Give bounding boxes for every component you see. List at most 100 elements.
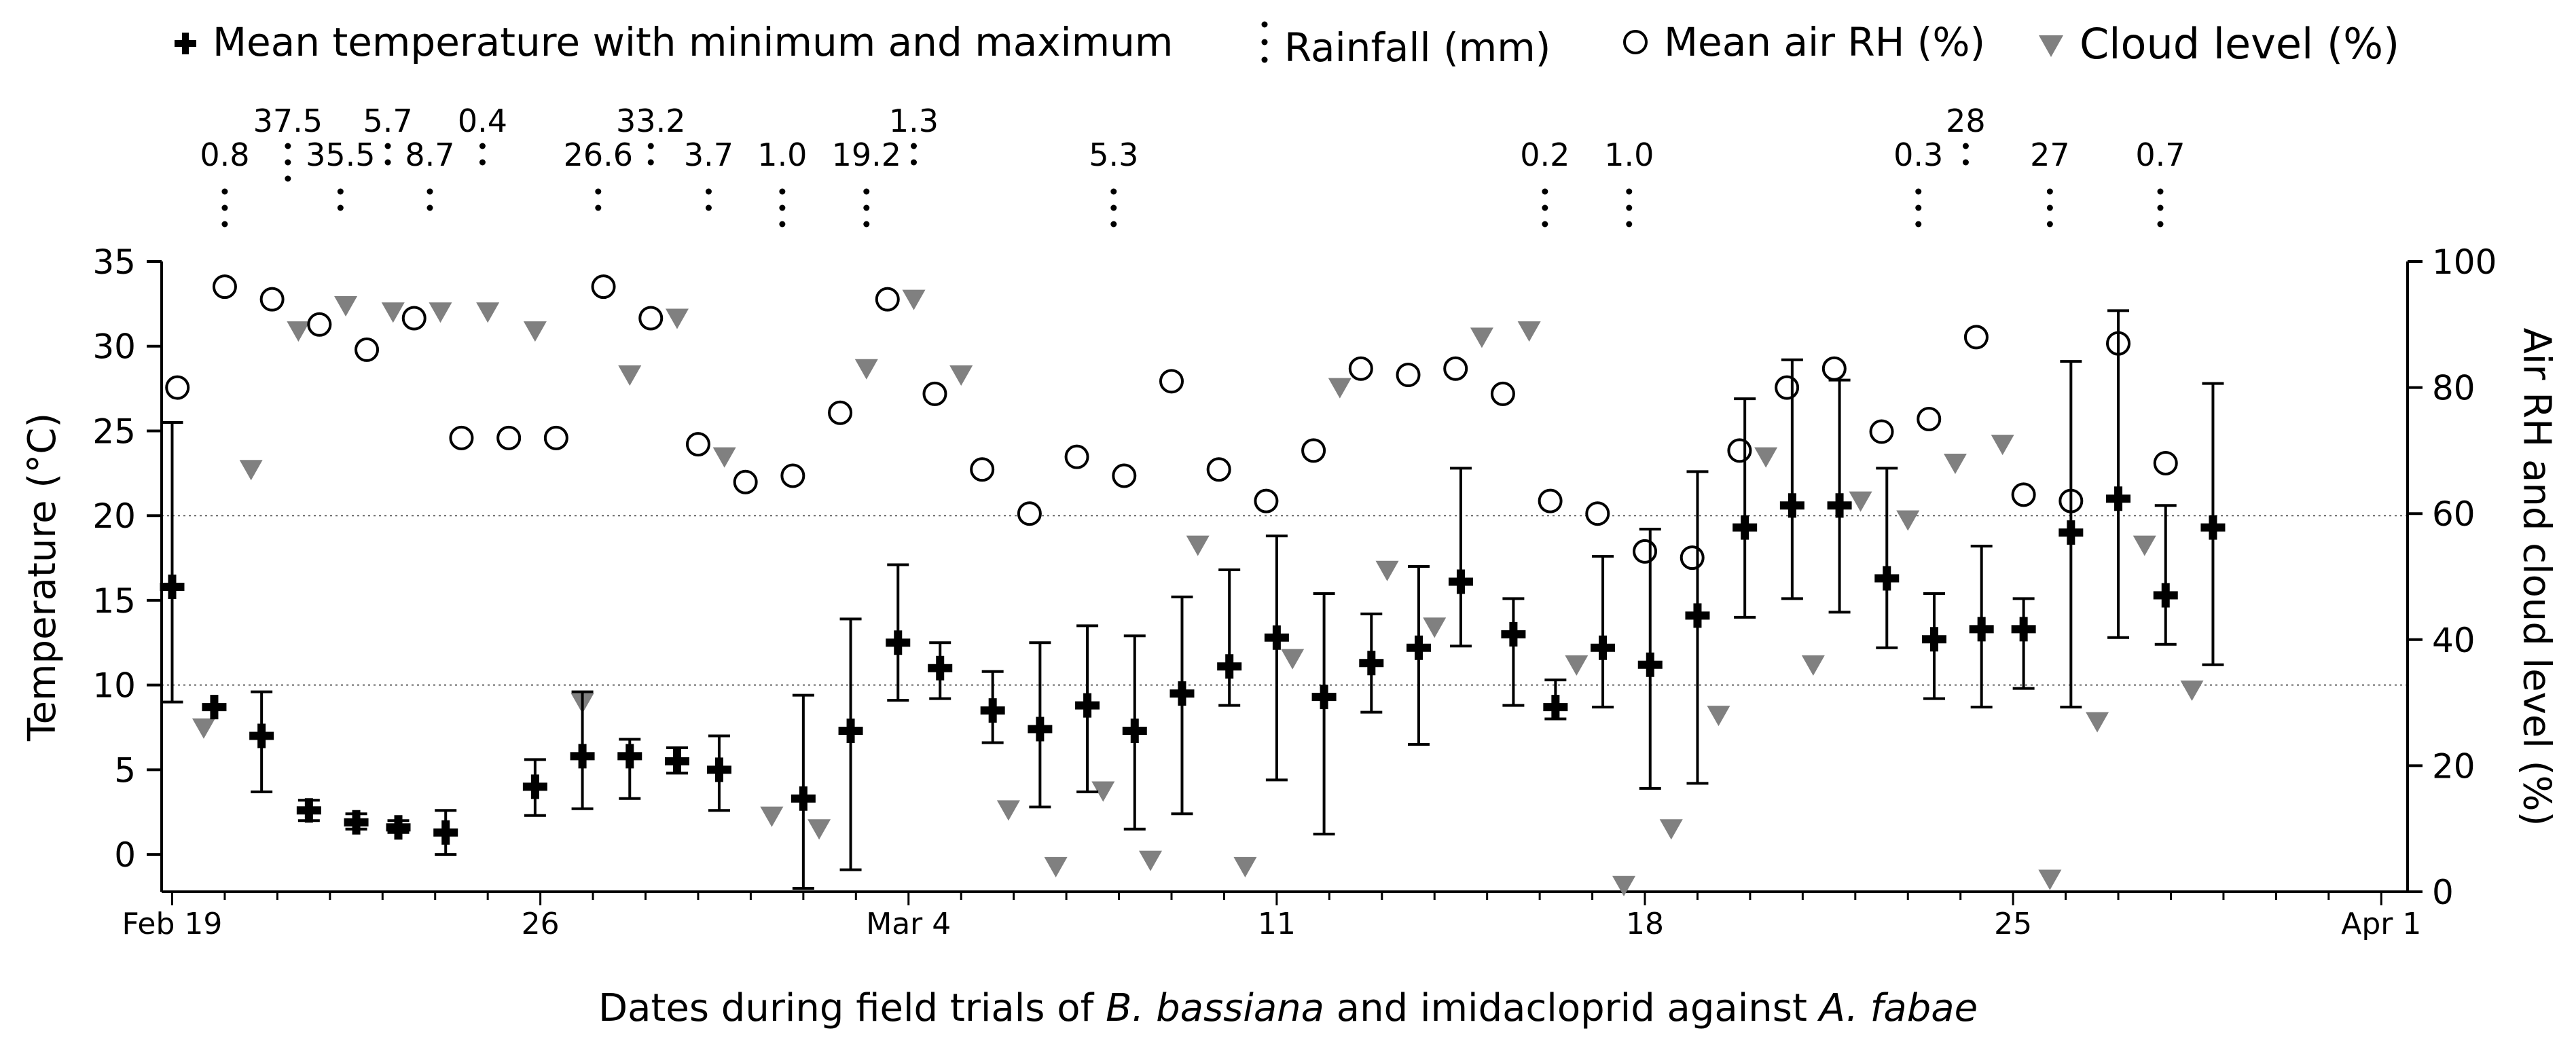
plus-marker-icon	[173, 19, 198, 65]
temperature-mean-marker	[1406, 635, 1431, 660]
y-left-tick-label: 0	[114, 835, 136, 875]
rh-circle	[1585, 501, 1610, 526]
temperature-mean-marker	[570, 744, 595, 769]
rh-circle	[496, 425, 522, 450]
rainfall-dot	[1626, 221, 1633, 228]
cloud-triangle	[902, 289, 926, 310]
cloud-triangle	[1754, 447, 1778, 468]
legend: Mean temperature with minimum and maximu…	[0, 19, 2576, 80]
rainfall-dot	[1915, 188, 1922, 195]
rh-circle	[259, 287, 285, 312]
temperature-mean-marker	[1874, 566, 1900, 591]
y-left-tick-label: 5	[114, 750, 136, 790]
cloud-triangle	[1470, 327, 1493, 348]
y-right-tick-label: 40	[2432, 621, 2475, 660]
temperature-mean-marker	[928, 655, 953, 681]
cloud-triangle	[287, 321, 310, 342]
cloud-triangle	[1991, 435, 2014, 456]
rh-circle	[543, 425, 568, 450]
rainfall-dot	[2046, 188, 2053, 195]
rh-circle	[1869, 419, 1894, 444]
y-right-tick-label: 20	[2432, 746, 2475, 786]
cloud-triangle	[949, 365, 973, 386]
rh-circle	[733, 469, 758, 494]
rh-circle	[828, 400, 853, 425]
rainfall-value-label: 5.7	[363, 103, 412, 139]
y-left-tick-label: 20	[92, 496, 136, 536]
temperature-mean-marker	[1217, 654, 1242, 679]
cloud-triangle	[381, 302, 405, 323]
y-left-tick-label: 25	[92, 412, 136, 451]
circle-marker-icon	[1622, 19, 1649, 65]
rh-circle	[591, 274, 616, 300]
rh-circle	[922, 381, 947, 406]
rainfall-dot	[1110, 204, 1117, 211]
x-tick-label: 11	[1258, 907, 1296, 941]
rh-circle	[1821, 356, 1847, 381]
temperature-mean-marker	[1501, 621, 1526, 647]
rainfall-dot	[285, 175, 291, 182]
cloud-triangle	[523, 321, 547, 342]
rh-circle	[875, 287, 900, 312]
rainfall-dot	[384, 143, 391, 149]
temperature-mean-marker	[2200, 515, 2226, 540]
temperature-mean-marker	[2153, 583, 2178, 608]
rainfall-value-label: 8.7	[405, 137, 454, 173]
rainfall-dot	[384, 159, 391, 166]
rainfall-dot	[1542, 188, 1548, 195]
rainfall-value-label: 37.5	[253, 103, 323, 139]
temperature-mean-marker	[202, 695, 227, 720]
cloud-triangle	[618, 365, 642, 386]
x-tick-label: 26	[522, 907, 560, 941]
temperature-mean-marker	[791, 786, 816, 811]
rainfall-dot	[2046, 221, 2053, 228]
legend-rh: Mean air RH (%)	[1622, 19, 1985, 65]
cloud-triangle	[1233, 856, 1257, 877]
rainfall-dot	[705, 188, 712, 195]
y-axis-right-title: Air RH and cloud level (%)	[2514, 327, 2559, 826]
y-left-tick-label: 30	[92, 327, 136, 367]
rainfall-value-label: 26.6	[564, 137, 633, 173]
rh-circle	[1490, 381, 1515, 406]
rh-circle	[1680, 545, 1705, 571]
temperature-mean-marker	[1591, 635, 1616, 660]
rainfall-dot	[479, 159, 486, 166]
rainfall-dot	[863, 204, 870, 211]
rainfall-dot	[427, 204, 433, 211]
rainfall-dot	[2046, 204, 2053, 211]
cloud-triangle	[1139, 850, 1163, 871]
temperature-mean-marker	[1359, 651, 1384, 676]
y-right-tick-label: 80	[2432, 369, 2475, 408]
temperature-mean-marker	[1311, 685, 1337, 710]
y-left-tick-label: 10	[92, 666, 136, 706]
x-tick-label: Feb 19	[122, 907, 223, 941]
cloud-triangle	[239, 460, 263, 481]
x-title-italic-part: A. fabae	[1819, 986, 1978, 1030]
rh-circle	[401, 306, 427, 331]
temperature-mean-marker	[1827, 493, 1852, 518]
cloud-triangle	[1943, 453, 1967, 474]
rh-circle	[355, 337, 380, 362]
cloud-triangle	[1281, 649, 1305, 670]
rainfall-value-label: 27	[2030, 137, 2070, 173]
rh-circle	[1917, 407, 1942, 431]
temperature-mean-marker	[2106, 486, 2131, 511]
rainfall-dot	[910, 159, 917, 166]
rainfall-dot	[863, 221, 870, 228]
rainfall-value-label: 0.4	[458, 103, 507, 139]
x-tick-label: Mar 4	[866, 907, 951, 941]
legend-rainfall: Rainfall (mm)	[1260, 19, 1550, 76]
rainfall-dot	[1962, 143, 1969, 149]
rainfall-dot	[1542, 221, 1548, 228]
rh-circle	[307, 312, 332, 337]
temperature-mean-marker	[249, 723, 274, 748]
cloud-triangle	[1375, 560, 1399, 581]
temperature-mean-marker	[1169, 681, 1195, 706]
y-left-tick-label: 35	[92, 242, 136, 282]
temperature-mean-marker	[2011, 617, 2036, 642]
rh-circle	[1301, 438, 1326, 463]
cloud-triangle	[1517, 321, 1541, 342]
x-title-italic-part: B. bassiana	[1106, 986, 1324, 1030]
x-title-part: Dates during field trials of	[598, 986, 1106, 1030]
